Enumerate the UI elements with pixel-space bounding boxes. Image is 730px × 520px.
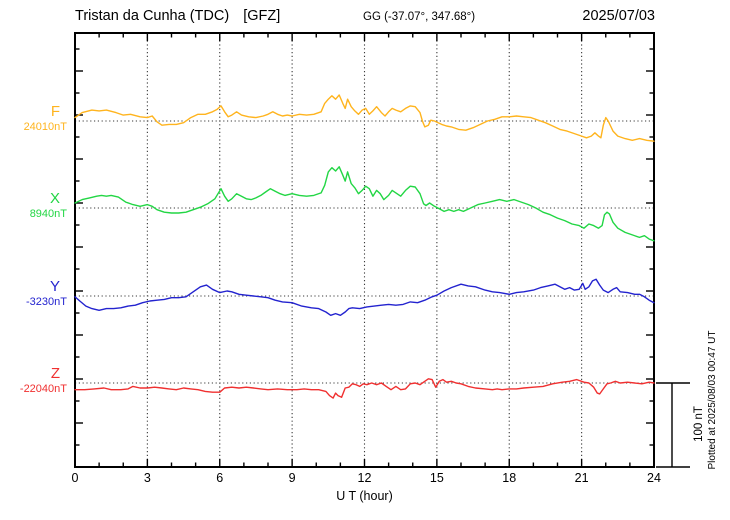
x-tick-label: 6 — [216, 471, 224, 485]
trace-letter-X: X — [49, 190, 60, 207]
trace-label-Z: Z -22040nT — [0, 366, 68, 395]
scale-bar-label: 100 nT — [693, 406, 705, 442]
trace-label-Y: Y -3230nT — [0, 279, 68, 308]
plotted-at-note: Plotted at 2025/08/03 00:47 UT — [706, 330, 718, 470]
x-tick-label: 21 — [574, 471, 589, 485]
trace-label-F: F 24010nT — [0, 104, 68, 133]
x-tick-label: 9 — [288, 471, 296, 485]
trace-baseline-Y: -3230nT — [26, 296, 67, 308]
trace-baseline-Z: -22040nT — [19, 383, 67, 395]
trace-baseline-X: 8940nT — [29, 208, 67, 220]
trace-Z — [74, 378, 655, 399]
geographic-coordinates: GG (-37.07°, 347.68°) — [363, 11, 476, 23]
trace-letter-F: F — [50, 103, 60, 120]
trace-F — [74, 94, 655, 142]
trace-X — [74, 166, 655, 242]
trace-Y — [74, 278, 655, 316]
plot-date: 2025/07/03 — [582, 8, 655, 24]
x-tick-label: 15 — [429, 471, 444, 485]
x-tick-label: 24 — [647, 471, 661, 485]
trace-baseline-F: 24010nT — [23, 121, 67, 133]
x-tick-label: 0 — [71, 471, 79, 485]
x-axis-title: U T (hour) — [336, 489, 393, 503]
trace-label-X: X 8940nT — [0, 191, 68, 220]
x-tick-label: 12 — [357, 471, 372, 485]
page-title: Tristan da Cunha (TDC) [GFZ] — [75, 8, 280, 24]
trace-letter-Y: Y — [49, 278, 60, 295]
trace-letter-Z: Z — [50, 365, 60, 382]
x-tick-label: 3 — [143, 471, 151, 485]
institute-tag: [GFZ] — [243, 8, 281, 24]
x-axis-tick-labels: 0 3 6 9 12 15 18 21 24 — [0, 471, 730, 487]
station-name: Tristan da Cunha (TDC) — [75, 8, 230, 24]
x-tick-label: 18 — [502, 471, 517, 485]
